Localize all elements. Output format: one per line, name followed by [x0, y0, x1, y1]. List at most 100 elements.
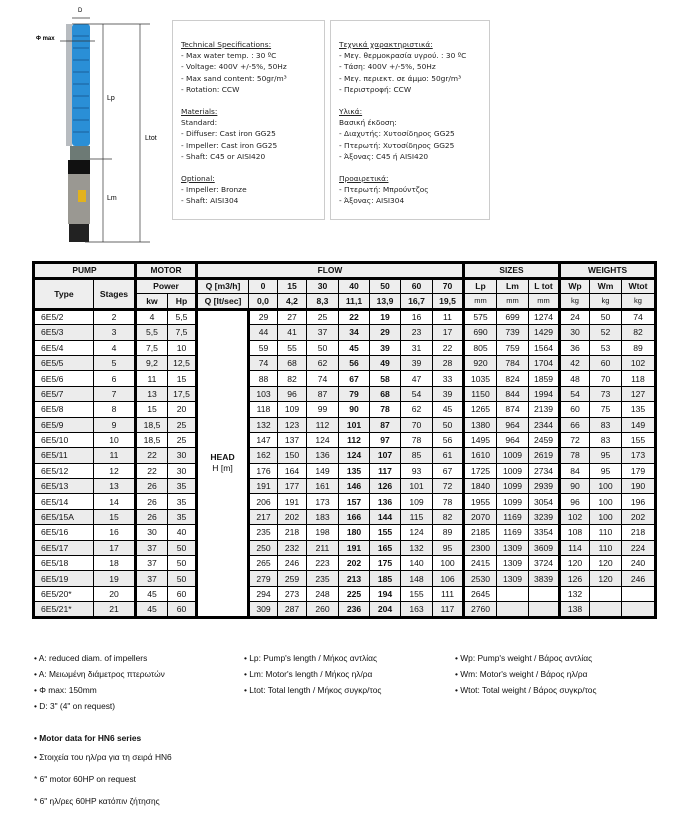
table-cell: 67 — [338, 370, 370, 387]
table-cell: 162 — [248, 447, 278, 464]
optional-line: - Shaft: AISI304 — [181, 196, 239, 206]
notes-motor: • Motor data for HN6 series • Στοιχεία τ… — [34, 730, 172, 809]
table-cell: 17 — [93, 539, 137, 557]
table-cell: 163 — [400, 601, 433, 618]
pump-intake — [70, 146, 90, 160]
col-hp: Hp — [167, 293, 198, 311]
materials-title: Υλικά: — [339, 107, 363, 117]
flow-m3h-header: 50 — [369, 277, 401, 295]
table-cell: 964 — [496, 431, 529, 449]
table-cell: 93 — [400, 462, 433, 480]
table-cell: 155 — [621, 431, 656, 449]
table-cell: 194 — [369, 585, 401, 603]
table-cell: 690 — [463, 324, 497, 341]
table-cell: 59 — [248, 339, 278, 356]
motor-bottom — [69, 224, 89, 242]
flow-lts-header: 4,2 — [277, 293, 307, 311]
table-cell: 62 — [400, 401, 433, 418]
table-cell: 75 — [589, 401, 622, 418]
table-cell: 83 — [589, 431, 622, 449]
note-line: • A: Μειωμένη διάμετρος πτερωτών — [34, 669, 165, 679]
table-cell: 95 — [589, 462, 622, 480]
table-cell: 15 — [93, 508, 137, 526]
pump-type: 6E5/7 — [33, 385, 94, 403]
table-cell — [496, 601, 529, 618]
table-cell: 37 — [306, 324, 339, 341]
table-cell: 82 — [621, 324, 656, 341]
table-cell: 198 — [306, 524, 339, 541]
ltot-label: Ltot — [145, 135, 157, 142]
weight-unit: kg — [559, 293, 590, 311]
table-cell: 37 — [135, 555, 168, 572]
pump-type: 6E5/17 — [33, 539, 94, 557]
table-cell: 50 — [306, 339, 339, 356]
table-cell: 575 — [463, 308, 497, 326]
table-row: 6E5/18 18 37 50 265 246 223 202 175 140 100 2415 130… — [33, 555, 656, 572]
table-cell: 191 — [338, 539, 370, 557]
table-cell: 56 — [338, 354, 370, 372]
table-cell: 1035 — [463, 370, 497, 387]
table-cell: 60 — [559, 401, 590, 418]
note-line: • Ltot: Total length / Μήκος συγκρ/τος — [244, 685, 382, 695]
table-cell: 45 — [338, 339, 370, 356]
table-cell: 50 — [432, 416, 465, 433]
table-cell: 68 — [277, 354, 307, 372]
note-line: • Wtot: Total weight / Βάρος συγκρ/τος — [455, 685, 597, 695]
table-cell: 7 — [93, 385, 137, 403]
table-cell: 103 — [248, 385, 278, 403]
table-cell: 50 — [167, 570, 198, 587]
motor-data-en: • Motor data for HN6 series — [34, 733, 142, 743]
table-cell: 1955 — [463, 493, 497, 510]
table-cell: 108 — [559, 524, 590, 541]
table-cell: 13 — [135, 385, 168, 403]
group-motor: MOTOR — [135, 262, 198, 280]
table-cell: 248 — [306, 585, 339, 603]
flow-lts-header: 11,1 — [338, 293, 370, 311]
weight-col-header: Wm — [589, 277, 622, 295]
table-cell: 1309 — [496, 539, 529, 557]
table-cell: 22 — [338, 308, 370, 326]
table-row: 6E5/9 9 18,5 25 132 123 112 101 87 70 50 1380 964 234… — [33, 416, 656, 433]
flow-m3h-header: 30 — [306, 277, 339, 295]
table-cell: 106 — [432, 570, 465, 587]
table-cell: 5,5 — [167, 308, 198, 326]
table-row: 6E5/10 10 18,5 25 147 137 124 112 97 78 56 1495 964 2… — [33, 431, 656, 449]
table-cell: 118 — [248, 401, 278, 418]
spacer — [181, 95, 316, 106]
pump-body — [72, 24, 90, 146]
table-cell: 90 — [559, 478, 590, 495]
pump-performance-table: PUMP MOTOR FLOW SIZES WEIGHTS Type Stage… — [32, 261, 657, 619]
standard-label: Βασική έκδοση: — [339, 118, 397, 128]
pump-type: 6E5/3 — [33, 324, 94, 341]
table-cell: 13 — [93, 478, 137, 495]
table-cell: 3354 — [528, 524, 561, 541]
table-cell: 70 — [400, 416, 433, 433]
table-cell: 117 — [369, 462, 401, 480]
table-cell: 30 — [135, 524, 168, 541]
table-cell: 166 — [338, 508, 370, 526]
size-unit: mm — [496, 293, 529, 311]
table-cell: 107 — [369, 447, 401, 464]
table-cell: 17,5 — [167, 385, 198, 403]
table-cell: 100 — [589, 493, 622, 510]
table-cell: 1009 — [496, 462, 529, 480]
table-row: 6E5/3 3 5,5 7,5 44 41 37 34 29 23 17 690 739 1429 30 52… — [33, 324, 656, 341]
table-cell: 88 — [248, 370, 278, 387]
table-cell: 78 — [559, 447, 590, 464]
table-cell: 179 — [621, 462, 656, 480]
table-cell: 3239 — [528, 508, 561, 526]
request-note-gr: * 6" ηλ/ρες 60HP κατόπιν ζήτησης — [34, 796, 160, 806]
table-cell: 6 — [93, 370, 137, 387]
head-unit: H [m] — [212, 463, 233, 474]
table-cell: 35 — [167, 478, 198, 495]
table-cell: 2300 — [463, 539, 497, 557]
table-cell: 50 — [589, 308, 622, 326]
spec-line: - Rotation: CCW — [181, 84, 240, 94]
group-sizes: SIZES — [463, 262, 561, 280]
table-cell: 28 — [432, 354, 465, 372]
table-cell: 149 — [621, 416, 656, 433]
table-cell: 82 — [432, 508, 465, 526]
table-cell: 202 — [338, 555, 370, 572]
table-row: 6E5/20* 20 45 60 294 273 248 225 194 155 111 2645 13… — [33, 585, 656, 603]
table-cell: 25 — [167, 431, 198, 449]
